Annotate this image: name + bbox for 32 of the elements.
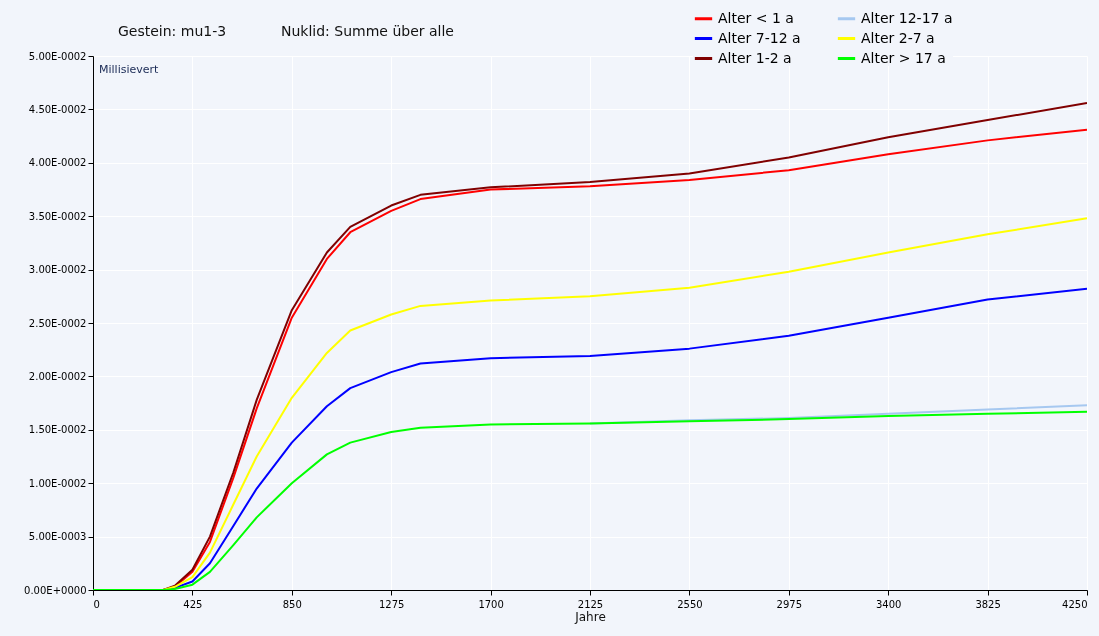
y-tick-label: 1.00E-0002 <box>28 477 87 489</box>
x-tick-label: 1275 <box>378 598 405 610</box>
y-tick-label: 4.00E-0002 <box>28 157 87 169</box>
x-tick-label: 2125 <box>577 598 604 610</box>
legend-label: Alter < 1 a <box>718 9 794 26</box>
y-tick-label: 3.50E-0002 <box>28 210 87 222</box>
legend-label: Alter 12-17 a <box>861 9 953 26</box>
y-tick-label: 3.00E-0002 <box>28 264 87 276</box>
chart-subtitle: Nuklid: Summe über alle <box>281 23 454 39</box>
y-tick-label: 2.50E-0002 <box>28 317 87 329</box>
y-tick-label: 0.00E+0000 <box>24 584 87 596</box>
x-tick-label: 1700 <box>478 598 504 610</box>
legend-label: Alter 7-12 a <box>718 29 801 46</box>
y-tick-label: 5.00E-0002 <box>28 50 87 62</box>
y-tick-label: 5.00E-0003 <box>28 531 87 543</box>
x-tick-label: 850 <box>282 598 302 610</box>
x-tick-label: 4250 <box>1062 598 1088 610</box>
x-tick-label: 2550 <box>677 598 703 610</box>
y-axis-title: Millisievert <box>99 63 160 76</box>
x-axis-title: Jahre <box>574 609 606 624</box>
y-tick-label: 4.50E-0002 <box>28 103 87 115</box>
x-tick-label: 2975 <box>776 598 803 610</box>
chart-title: Gestein: mu1-3 <box>118 23 227 39</box>
x-tick-label: 3400 <box>875 598 902 610</box>
legend-label: Alter 1-2 a <box>718 49 792 66</box>
legend-label: Alter > 17 a <box>861 49 946 66</box>
y-tick-label: 1.50E-0002 <box>28 424 87 436</box>
x-tick-label: 0 <box>93 598 100 610</box>
legend-label: Alter 2-7 a <box>861 29 935 46</box>
x-tick-label: 3825 <box>975 598 1001 610</box>
y-tick-label: 2.00E-0002 <box>28 370 87 382</box>
x-tick-label: 425 <box>183 598 203 610</box>
